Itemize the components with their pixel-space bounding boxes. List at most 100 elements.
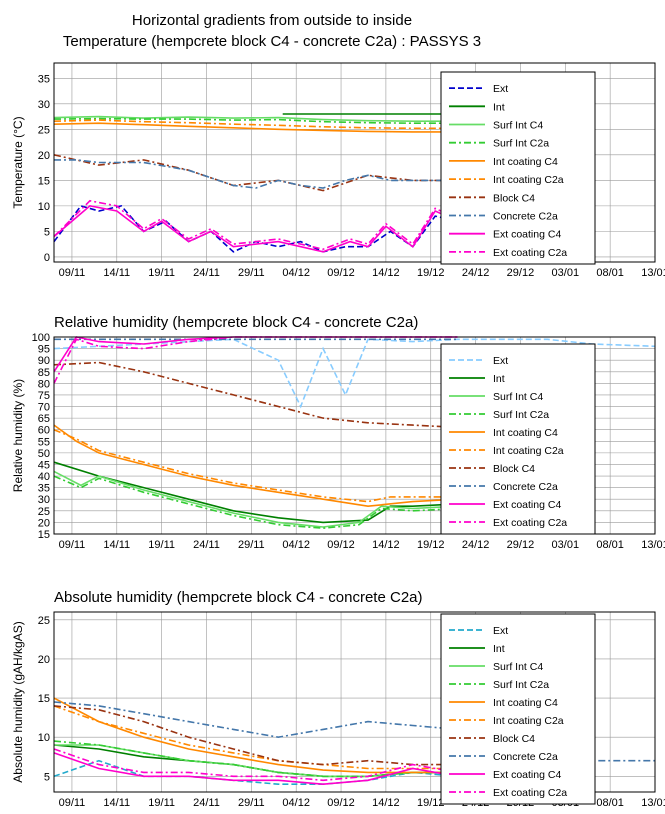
x-tick-label: 09/12 [327,797,355,809]
legend: Ext Int Surf Int C4 Surf Int C2a Int coating… [440,343,596,535]
y-tick-label: 10 [38,732,50,744]
x-tick-label: 08/01 [596,267,624,279]
x-tick-label: 08/01 [596,797,624,809]
y-tick-label: 25 [38,506,50,518]
figure-title-line1: Horizontal gradients from outside to ins… [132,12,412,29]
x-tick-label: 09/11 [59,539,86,551]
y-tick-label: 35 [38,483,50,495]
figure-title-line2: Temperature (hempcrete block C4 - concre… [63,33,481,50]
x-tick-label: 29/11 [238,797,265,809]
legend-entry: Int [493,101,505,113]
y-tick-label: 15 [38,693,50,705]
x-tick-label: 19/12 [417,797,445,809]
x-tick-label: 19/11 [148,539,175,551]
legend-box [440,343,596,535]
y-tick-label: 25 [38,124,50,136]
x-tick-label: 09/12 [327,267,355,279]
y-tick-label: 5 [44,771,50,783]
legend: Ext Int Surf Int C4 Surf Int C2a Int coating… [440,71,596,265]
x-tick-label: 13/01 [641,797,665,809]
x-tick-label: 03/01 [552,539,580,551]
y-tick-label: 50 [38,448,50,460]
legend-entry: Ext coating C2a [493,517,567,529]
x-tick-label: 04/12 [282,797,310,809]
legend-entry: Surf Int C2a [493,138,549,150]
legend-entry: Block C4 [493,463,535,475]
legend-entry: Int coating C4 [493,156,558,168]
y-tick-label: 15 [38,529,50,541]
y-tick-label: 80 [38,378,50,390]
legend-entry: Int coating C4 [493,697,558,709]
series-line-8 [54,159,458,189]
legend-entry: Concrete C2a [493,211,558,223]
plot-frame [53,611,656,793]
legend-entry: Block C4 [493,192,535,204]
legend-entry: Ext coating C2a [493,247,567,259]
legend-entry: Surf Int C2a [493,409,549,421]
legend-entry: Int [493,643,505,655]
legend-entry: Ext [493,625,508,637]
legend-entry: Surf Int C2a [493,679,549,691]
x-tick-label: 29/12 [507,267,535,279]
legend-entry: Ext coating C4 [493,769,561,781]
y-tick-label: 100 [32,332,50,344]
series-line-5 [53,122,458,133]
series-line-4 [53,475,458,530]
chart-panel-1: 0 5 10 15 20 25 30 35 09/11 14/11 19/11 24/11 29/11 0… [11,62,665,279]
y-tick-label: 20 [38,517,50,529]
x-tick-label: 24/11 [193,267,220,279]
y-tick-label: 20 [38,150,50,162]
x-tick-label: 09/12 [327,539,355,551]
series-line-3 [53,470,458,528]
y-tick-label: 55 [38,436,50,448]
legend-entry: Int coating C2a [493,174,564,186]
plot-frame [53,336,656,535]
x-tick-label: 14/12 [372,539,400,551]
x-tick-label: 19/12 [417,539,445,551]
chart-panel-3: Absolute humidity (hempcrete block C4 - … [11,589,665,809]
legend-entry: Concrete C2a [493,481,558,493]
series-line-9 [53,336,458,373]
x-tick-label: 08/01 [596,539,624,551]
chart-title: Absolute humidity (hempcrete block C4 - … [54,589,423,606]
x-tick-label: 13/01 [641,267,665,279]
x-tick-label: 19/12 [417,267,445,279]
legend-entry: Block C4 [493,733,535,745]
series-line-10 [53,336,458,384]
x-tick-label: 03/01 [552,267,580,279]
legend-entry: Int coating C2a [493,445,564,457]
x-tick-label: 19/11 [148,797,175,809]
y-axis-label: Absolute humidity (gAH/kgAS) [11,621,25,782]
legend-entry: Ext [493,355,508,367]
x-tick-label: 24/11 [193,539,220,551]
series-line-5 [53,697,458,774]
legend-entry: Surf Int C4 [493,391,543,403]
x-tick-label: 14/12 [372,267,400,279]
series-line-10 [53,199,459,251]
series-line-4 [53,117,458,124]
y-tick-label: 10 [38,201,50,213]
legend-entry: Int coating C2a [493,715,564,727]
series-line-6 [53,705,458,770]
y-tick-label: 15 [38,175,50,187]
y-axis-label: Temperature (°C) [11,116,25,208]
legend-box [440,71,596,265]
series-line-2 [53,461,458,524]
x-tick-label: 29/12 [507,539,535,551]
y-tick-label: 70 [38,402,50,414]
x-tick-label: 24/12 [462,267,490,279]
y-tick-label: 40 [38,471,50,483]
x-tick-label: 29/11 [238,539,265,551]
series-line-6 [53,428,458,503]
y-tick-label: 60 [38,425,50,437]
y-tick-label: 65 [38,413,50,425]
legend-box [440,613,596,805]
series-line-9 [53,752,458,786]
legend-entry: Ext coating C4 [493,229,561,241]
y-tick-label: 45 [38,459,50,471]
x-tick-label: 14/11 [103,539,130,551]
y-tick-label: 85 [38,367,50,379]
y-tick-label: 20 [38,654,50,666]
